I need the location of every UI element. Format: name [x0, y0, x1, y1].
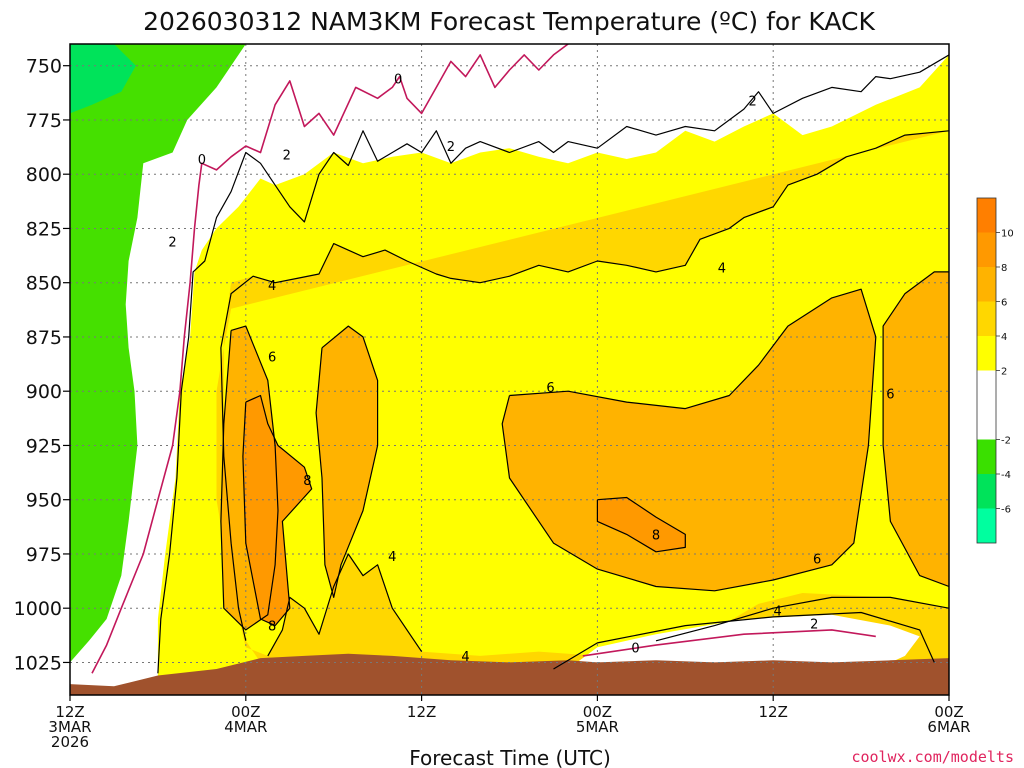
- y-tick-label-950: 950: [26, 490, 62, 512]
- contour-0-0: [91, 44, 569, 674]
- contour-label-8: 4: [268, 279, 276, 294]
- y-tick-label-1000: 1000: [14, 598, 62, 620]
- contour-label-11: 4: [718, 262, 726, 277]
- contour-8-12: [596, 496, 686, 553]
- colorbar-swatch-6: [977, 267, 996, 302]
- x-tick-label-36: 00Z 5MAR: [576, 703, 619, 736]
- x-tick-label-12: 00Z 4MAR: [224, 703, 267, 736]
- contour-label-14: 6: [546, 381, 554, 396]
- terrain-fill: [70, 653, 949, 695]
- colorbar-swatch-1: [977, 474, 996, 509]
- x-tick-label-24: 12Z: [407, 703, 436, 721]
- colorbar-label--2: -2: [1001, 436, 1011, 447]
- fill-band-7: [883, 271, 949, 587]
- plot-frame: [69, 43, 950, 696]
- y-tick-label-925: 925: [26, 435, 62, 457]
- y-axis: 750 775 800 825 850 875 900 925 950 975 1000 1025: [14, 56, 70, 674]
- x-axis-label: Forecast Time (UTC): [409, 746, 611, 768]
- contour-label-17: 8: [303, 474, 311, 489]
- contour-2-2: [157, 54, 949, 674]
- x-tick-label-0: 12Z 3MAR 2026: [48, 703, 91, 751]
- colorbar-label-10: 10: [1001, 229, 1014, 240]
- contour-6-7: [220, 325, 279, 631]
- contour-label-15: 6: [813, 552, 821, 567]
- fill-band-5: [316, 326, 378, 598]
- x-tick-label-60: 00Z 6MAR: [927, 703, 970, 736]
- contour-label-layer: 0 0 0 2 2 2 2 2 4 4 4 4 4 6 6 6 6 8 8 8: [168, 73, 894, 665]
- y-tick-label-1025: 1025: [14, 652, 62, 674]
- colorbar-label-2: 2: [1001, 367, 1007, 378]
- contour-4-5: [267, 553, 423, 657]
- fill-band-3: [216, 130, 949, 663]
- y-tick-label-750: 750: [26, 56, 62, 78]
- y-tick-label-775: 775: [26, 110, 62, 132]
- chart-title: 2026030312 NAM3KM Forecast Temperature (…: [143, 7, 875, 36]
- x-axis: 12Z 3MAR 2026 00Z 4MAR 12Z 00Z 5MAR 12Z 00Z 6MAR: [48, 695, 971, 751]
- x-tick-label-48: 12Z: [759, 703, 788, 721]
- y-tick-label-825: 825: [26, 218, 62, 240]
- contour-0-1: [582, 629, 876, 657]
- y-tick-label-850: 850: [26, 273, 62, 295]
- contour-6-8: [315, 325, 379, 599]
- y-tick-label-900: 900: [26, 381, 62, 403]
- contour-label-10: 4: [461, 650, 469, 665]
- contour-lines: [91, 44, 949, 674]
- contour-4-6: [655, 596, 949, 642]
- contour-6-9: [501, 288, 877, 592]
- terrain-layer: [70, 653, 949, 695]
- colorbar: -6 -4 -2 2 4 6 8 10: [976, 197, 1014, 544]
- colorbar-label--6: -6: [1001, 505, 1011, 516]
- contour-label-19: 8: [652, 528, 660, 543]
- contour-label-1: 0: [394, 73, 402, 88]
- fill-band-1: [70, 44, 136, 114]
- colorbar-swatch-8: [977, 198, 996, 233]
- fill-band-8: [242, 395, 312, 626]
- colorbar-swatch-7: [977, 232, 996, 267]
- fill-band-9: [597, 497, 686, 552]
- colorbar-label-4: 4: [1001, 332, 1007, 343]
- credit-text: coolwx.com/modelts: [851, 748, 1014, 766]
- y-tick-label-975: 975: [26, 544, 62, 566]
- colorbar-label-6: 6: [1001, 298, 1007, 309]
- colorbar-swatch-3: [977, 370, 996, 440]
- fill-band-6: [502, 289, 876, 591]
- contour-label-3: 2: [168, 235, 176, 250]
- colorbar-swatch-0: [977, 508, 996, 543]
- contour-2-3: [553, 611, 935, 670]
- contour-label-9: 4: [388, 550, 396, 565]
- colorbar-swatch-5: [977, 301, 996, 336]
- grid-lines: [70, 44, 949, 695]
- contour-label-12: 4: [773, 604, 781, 619]
- contour-label-6: 2: [749, 94, 757, 109]
- colorbar-swatch-2: [977, 439, 996, 474]
- colorbar-swatch-4: [977, 336, 996, 371]
- contour-label-0: 0: [198, 153, 206, 168]
- contour-4-4: [220, 130, 949, 641]
- contour-label-18: 8: [268, 620, 276, 635]
- contour-label-13: 6: [268, 350, 276, 365]
- contour-label-5: 2: [447, 140, 455, 155]
- contour-label-7: 2: [810, 617, 818, 632]
- y-tick-label-875: 875: [26, 327, 62, 349]
- fill-band-0: [70, 44, 246, 663]
- colorbar-label-8: 8: [1001, 263, 1007, 274]
- contour-label-2: 0: [631, 641, 639, 656]
- contour-8-11: [242, 394, 313, 627]
- colorbar-label--4: -4: [1001, 470, 1011, 481]
- y-tick-label-800: 800: [26, 164, 62, 186]
- contour-label-4: 2: [283, 149, 291, 164]
- contour-label-16: 6: [886, 387, 894, 402]
- contour-6-10: [882, 271, 949, 588]
